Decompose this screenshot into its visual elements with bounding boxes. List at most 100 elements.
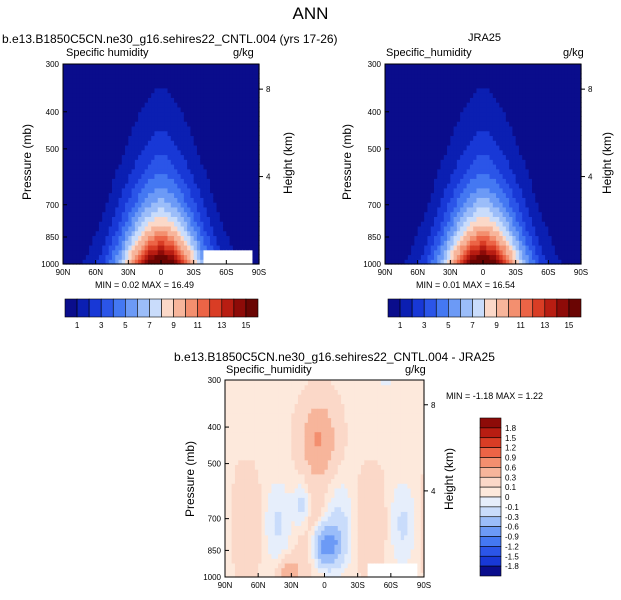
chart1-cell bbox=[245, 216, 250, 222]
chart1-cell bbox=[95, 164, 100, 170]
chart2-cell bbox=[518, 211, 523, 217]
chart1-cell bbox=[200, 221, 205, 227]
chart1-cell bbox=[98, 192, 103, 198]
chart1-cell bbox=[118, 206, 123, 213]
chart1-cell bbox=[239, 130, 244, 137]
chart1-cell bbox=[196, 140, 201, 146]
chart2-cell bbox=[414, 211, 419, 217]
chart1-cell bbox=[223, 97, 227, 103]
chart2-cell bbox=[460, 192, 464, 198]
chart2-cell bbox=[489, 249, 494, 256]
chart1-cell bbox=[72, 140, 77, 146]
chart1-cell bbox=[161, 249, 165, 256]
chart2-cell bbox=[411, 240, 415, 246]
chart1-cell bbox=[229, 102, 234, 108]
chart1-cell bbox=[180, 183, 185, 189]
chart1-cell bbox=[128, 259, 133, 265]
chart1-cell bbox=[144, 230, 149, 237]
chart2-cell bbox=[486, 68, 491, 75]
chart1-cell bbox=[226, 121, 231, 127]
chart2-cell bbox=[512, 73, 517, 79]
chart1-cell bbox=[219, 164, 224, 170]
chart1-cell bbox=[102, 259, 107, 265]
chart1-cell bbox=[134, 230, 139, 237]
chart1-cell bbox=[187, 106, 191, 113]
chart2-cell bbox=[427, 78, 432, 84]
chart2-cell bbox=[450, 164, 455, 170]
chart1-cell bbox=[193, 173, 198, 179]
chart2-cell bbox=[473, 78, 478, 84]
chart2-cell bbox=[492, 116, 497, 122]
chart2-cell bbox=[388, 149, 393, 156]
chart1-cell bbox=[216, 111, 221, 117]
chart2-cell bbox=[437, 111, 442, 117]
chart2-cell bbox=[434, 140, 438, 146]
chart2-cell bbox=[460, 78, 464, 84]
chart1-cell bbox=[128, 206, 133, 213]
chart1-cell bbox=[105, 249, 110, 256]
chart1-cell bbox=[138, 259, 142, 265]
chart1-cell bbox=[95, 92, 100, 98]
chart2-cell bbox=[532, 140, 536, 146]
chart2-cell bbox=[489, 68, 494, 75]
chart1-cell bbox=[167, 111, 172, 117]
chart1-cell bbox=[144, 135, 149, 141]
chart1-cell bbox=[79, 92, 84, 98]
chart2-cell bbox=[483, 83, 487, 89]
chart2-cell bbox=[518, 135, 523, 141]
chart2-cell bbox=[398, 225, 402, 232]
chart1-cell bbox=[138, 221, 142, 227]
chart2-cell bbox=[391, 230, 396, 237]
chart1-cell bbox=[82, 202, 87, 208]
chart1-cell bbox=[249, 192, 254, 198]
chart2-cell bbox=[483, 211, 487, 217]
chart2-cell bbox=[525, 97, 530, 103]
chart2-cell bbox=[443, 259, 448, 265]
chart2-cell bbox=[489, 230, 494, 237]
chart1-cell bbox=[219, 135, 224, 141]
chart2-cell bbox=[469, 102, 474, 108]
chart2-cell bbox=[430, 254, 435, 260]
chart2-cell bbox=[473, 121, 478, 127]
chart2-cell bbox=[502, 140, 507, 146]
chart2-cell bbox=[420, 240, 425, 246]
chart2-cell bbox=[466, 183, 471, 189]
chart2-cell bbox=[430, 111, 435, 117]
chart1-cell bbox=[118, 149, 123, 156]
chart2-cell bbox=[453, 235, 458, 241]
chart1-cell bbox=[85, 159, 90, 165]
chart1-cell bbox=[108, 135, 113, 141]
chart1-cell bbox=[249, 183, 254, 189]
chart1-cell bbox=[85, 73, 90, 79]
chart2-cell bbox=[479, 197, 484, 203]
chart2-cell bbox=[469, 73, 474, 79]
chart1-cell bbox=[154, 102, 159, 108]
chart1-cell bbox=[108, 230, 113, 237]
chart1-cell bbox=[216, 173, 221, 179]
chart2-cell bbox=[388, 64, 393, 70]
chart2-cell bbox=[456, 92, 461, 98]
chart1-cell bbox=[219, 92, 224, 98]
chart1-cell bbox=[112, 97, 116, 103]
chart1-cell bbox=[144, 111, 149, 117]
chart1-cell bbox=[69, 144, 74, 151]
chart2-cell bbox=[407, 225, 412, 232]
chart2-cell bbox=[532, 211, 536, 217]
chart2-cell bbox=[450, 168, 455, 175]
chart2-cell bbox=[469, 130, 474, 137]
chart1-cell bbox=[121, 144, 126, 151]
chart1-cell bbox=[134, 192, 139, 198]
chart1-cell bbox=[206, 144, 211, 151]
chart1-cell bbox=[105, 187, 110, 194]
chart1-cell bbox=[161, 173, 165, 179]
chart2-cell bbox=[551, 97, 556, 103]
chart1-cell bbox=[236, 244, 240, 251]
chart1-cell bbox=[98, 144, 103, 151]
chart1-cell bbox=[118, 78, 123, 84]
chart1-cell bbox=[134, 121, 139, 127]
chart1-cell bbox=[85, 140, 90, 146]
chart2-cell bbox=[456, 240, 461, 246]
chart2-cell bbox=[456, 83, 461, 89]
chart1-cell bbox=[134, 249, 139, 256]
chart1-cell bbox=[223, 111, 227, 117]
